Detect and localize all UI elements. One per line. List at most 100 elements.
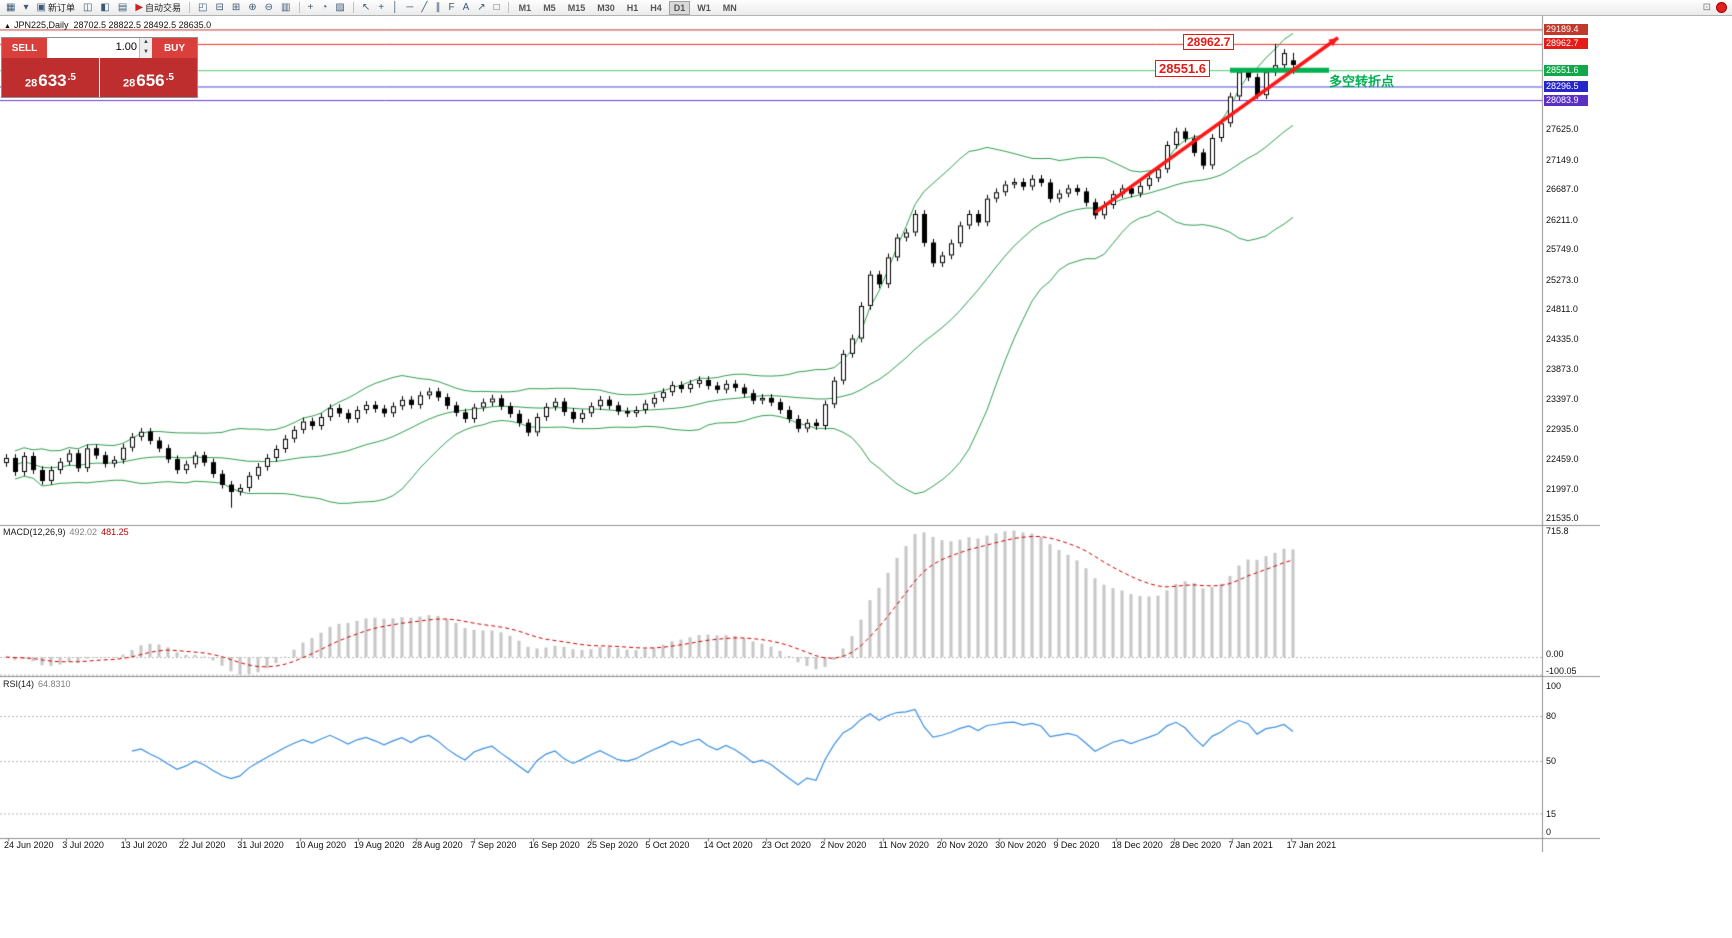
date-axis-label: 30 Nov 2020 <box>995 840 1047 850</box>
notification-icon[interactable] <box>1716 2 1727 13</box>
autotrading-button[interactable]: ▶ 自动交易 <box>132 1 184 15</box>
turning-point-label[interactable]: 多空转折点 <box>1329 74 1395 89</box>
timeframe-m30-button[interactable]: M30 <box>592 1 620 15</box>
horizontal-line-tool-button[interactable]: ─ <box>403 1 416 15</box>
price-callout-support[interactable]: 28551.6 <box>1155 60 1210 77</box>
time-axis[interactable]: 24 Jun 2020 3 Jul 2020 13 Jul 2020 22 Jul 2… <box>0 839 1542 852</box>
rsi-value: 64.8310 <box>38 679 71 689</box>
symbol-marker-icon: ▲ <box>4 23 11 30</box>
ohlc-values: 28702.5 28822.5 28492.5 28635.0 <box>73 20 212 30</box>
sell-price-big: 633 <box>38 71 67 91</box>
shapes-tool-button[interactable]: □ <box>491 1 503 15</box>
buy-button[interactable]: BUY <box>152 38 197 58</box>
date-axis-label: 28 Dec 2020 <box>1170 840 1222 850</box>
channel-tool-button[interactable]: ∥ <box>432 1 443 15</box>
macd-name: MACD(12,26,9) <box>3 527 66 537</box>
timeframe-w1-button[interactable]: W1 <box>692 1 716 15</box>
period-clock-icon: ◔ <box>321 1 328 13</box>
macd-indicator-label: MACD(12,26,9) 492.02 481.25 <box>3 527 129 537</box>
price-axis-label: 27149.0 <box>1546 154 1579 165</box>
shapes-tool-icon: □ <box>493 1 500 13</box>
chart-restore-icon[interactable]: ⊡ <box>1702 2 1711 13</box>
chart-canvas[interactable] <box>0 0 1732 852</box>
cascade-windows-button[interactable]: ◰ <box>195 1 210 15</box>
price-axis-label: 26211.0 <box>1546 214 1578 225</box>
date-axis-label: 23 Oct 2020 <box>761 840 811 850</box>
tile-vertically-button[interactable]: ⊞ <box>229 1 243 15</box>
trendline-tool-button[interactable]: ╱ <box>418 1 430 15</box>
arrow-object-icon: ↗ <box>477 1 486 13</box>
date-axis-label: 2 Nov 2020 <box>820 840 867 850</box>
auto-arrange-button[interactable]: ▥ <box>278 1 293 15</box>
arrow-object-button[interactable]: ↗ <box>474 1 488 15</box>
timeframe-m15-button[interactable]: M15 <box>563 1 591 15</box>
auto-arrange-icon: ▥ <box>281 1 291 13</box>
timeframe-m5-button[interactable]: M5 <box>538 1 561 15</box>
cursor-tool-button[interactable]: ↖ <box>359 1 373 15</box>
market-watch-button[interactable]: ◫ <box>80 1 95 15</box>
fibonacci-tool-button[interactable]: F <box>445 1 457 15</box>
timeframe-h1-button[interactable]: H1 <box>622 1 644 15</box>
price-axis-label: 0.00 <box>1546 649 1564 659</box>
date-axis-label: 24 Jun 2020 <box>4 840 54 850</box>
rsi-indicator-label: RSI(14) 64.8310 <box>3 679 71 689</box>
volume-down-icon[interactable]: ▼ <box>140 48 152 58</box>
new-order-button-label: 新订单 <box>47 3 75 13</box>
price-axis-label: 24811.0 <box>1546 304 1578 315</box>
price-axis[interactable]: 27625.0 27149.0 26687.0 26211.0 25749.0 25273… <box>1544 0 1732 852</box>
timeframe-d1-button[interactable]: D1 <box>668 0 691 15</box>
tile-vertically-icon: ⊞ <box>231 1 241 13</box>
indicators-add-button[interactable]: + <box>305 1 317 15</box>
main-toolbar: ▦ ▾ ▣ 新订单 ◫ ◧ ▤ ▶ 自动交易 ◰ ⊟ ⊞ ⊕ ⊖ ▥ + ◔ ▨ ↖ + │ ─ ╱ ∥ F A ↗ □ M1 M5 M15… <box>0 0 1732 16</box>
price-axis-label: 25749.0 <box>1546 244 1579 255</box>
price-callout-resistance[interactable]: 28962.7 <box>1183 34 1235 50</box>
timeframe-mn-button[interactable]: MN <box>718 1 742 15</box>
volume-field[interactable]: 1.00 ▲ ▼ <box>47 38 152 58</box>
vertical-line-tool-button[interactable]: │ <box>389 1 401 15</box>
zoom-out-button[interactable]: ⊖ <box>262 1 276 15</box>
sell-button[interactable]: SELL <box>2 38 47 58</box>
timeframe-m1-button[interactable]: M1 <box>514 1 537 15</box>
price-level-label: 28551.6 <box>1544 64 1588 76</box>
date-axis-label: 9 Dec 2020 <box>1053 840 1100 850</box>
chart-list-caret-icon-icon: ▾ <box>23 1 29 13</box>
price-axis-label: 21997.0 <box>1546 483 1579 494</box>
sell-price-frac: .5 <box>67 72 76 83</box>
volume-value[interactable]: 1.00 <box>115 41 137 53</box>
crosshair-tool-button[interactable]: + <box>375 1 387 15</box>
price-level-label: 28296.5 <box>1544 80 1588 92</box>
date-axis-label: 16 Sep 2020 <box>528 840 580 850</box>
date-axis-label: 7 Sep 2020 <box>470 840 517 850</box>
terminal-icon: ▤ <box>117 1 128 13</box>
chart-list-caret-icon[interactable]: ▾ <box>20 1 31 15</box>
one-click-trading-panel: SELL 1.00 ▲ ▼ BUY 28633.5 28656.5 <box>1 37 198 98</box>
date-axis-label: 17 Jan 2021 <box>1286 840 1337 850</box>
price-axis-label: 0 <box>1546 827 1552 837</box>
zoom-in-button[interactable]: ⊕ <box>245 1 259 15</box>
toolbar-right: ⊡ <box>1703 2 1730 13</box>
text-tool-button[interactable]: A <box>460 1 473 15</box>
templates-button[interactable]: ▨ <box>332 1 347 15</box>
buy-price-box[interactable]: 28656.5 <box>100 58 197 97</box>
trendline-tool-icon: ╱ <box>421 1 428 13</box>
toolbar-separator <box>189 2 191 13</box>
terminal-button[interactable]: ▤ <box>115 1 130 15</box>
new-order-button[interactable]: ▣ 新订单 <box>33 1 77 15</box>
date-axis-label: 28 Aug 2020 <box>412 840 463 850</box>
price-axis-label: 50 <box>1546 756 1557 766</box>
new-order-icon: ▣ <box>36 1 46 13</box>
sell-price-box[interactable]: 28633.5 <box>2 58 100 97</box>
macd-signal-value: 481.25 <box>101 527 129 537</box>
toolbar-separator <box>352 2 354 13</box>
price-axis-label: 24335.0 <box>1546 334 1579 345</box>
timeframe-h4-button[interactable]: H4 <box>645 1 667 15</box>
tile-horizontally-button[interactable]: ⊟ <box>212 1 226 15</box>
new-chart-button[interactable]: ▦ <box>3 1 18 15</box>
vertical-line-tool-icon: │ <box>392 1 399 13</box>
volume-up-icon[interactable]: ▲ <box>140 38 152 48</box>
navigator-button[interactable]: ◧ <box>97 1 112 15</box>
price-level-label: 29189.4 <box>1544 23 1588 35</box>
zoom-out-icon: ⊖ <box>264 1 274 13</box>
period-clock-button[interactable]: ◔ <box>318 1 330 15</box>
